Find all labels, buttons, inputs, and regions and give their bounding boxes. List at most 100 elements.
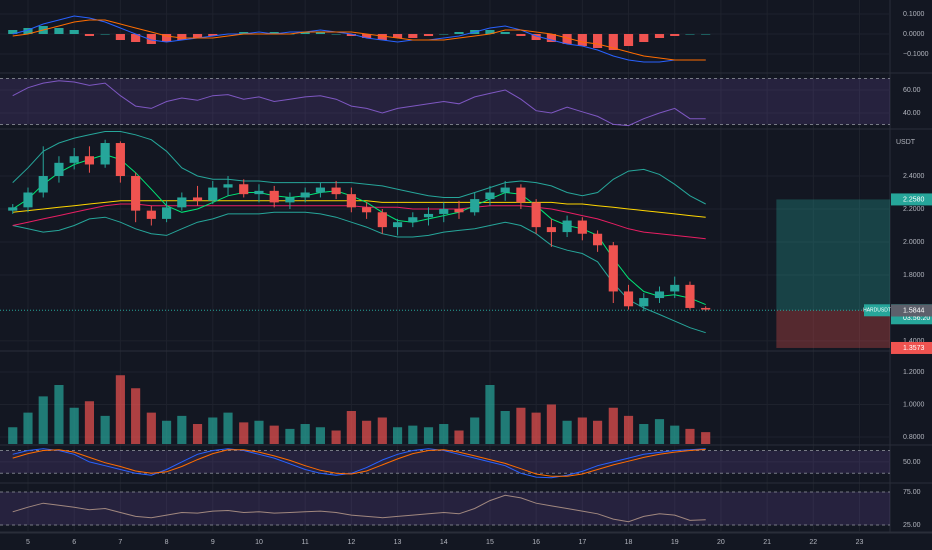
- histogram-bar: [131, 34, 141, 42]
- y-tick-label: −0.1000: [903, 51, 929, 58]
- volume-bar: [701, 432, 711, 444]
- volume-bar: [177, 415, 187, 444]
- volume-bar: [223, 412, 233, 444]
- price-label: 1.3573: [903, 345, 925, 352]
- price-tag: [891, 304, 932, 317]
- candle-body: [131, 176, 141, 211]
- candle-body: [423, 213, 434, 218]
- x-tick-label: 15: [486, 539, 494, 546]
- candle-body: [670, 284, 680, 292]
- candle-body: [654, 291, 665, 299]
- candle-body: [546, 227, 556, 233]
- candle-body: [608, 245, 618, 292]
- y-tick-label: 1.2000: [903, 369, 925, 376]
- histogram-bar: [531, 34, 541, 40]
- volume-bar: [38, 396, 48, 444]
- histogram-bar: [577, 34, 587, 46]
- volume-bar: [500, 411, 510, 444]
- histogram-bar: [377, 34, 387, 40]
- y-tick-label: 0.8000: [903, 434, 925, 441]
- y-tick-label: 0.1000: [903, 11, 925, 18]
- candle-body: [516, 187, 526, 203]
- candle-body: [84, 156, 95, 165]
- indicator-line: [12, 131, 706, 205]
- y-tick-label: 2.0000: [903, 239, 925, 246]
- volume-bar: [331, 430, 341, 444]
- volume-bar: [69, 407, 79, 444]
- histogram-bar: [23, 28, 33, 34]
- x-tick-label: 6: [72, 539, 76, 546]
- y-tick-label: 25.00: [903, 522, 921, 529]
- x-tick-label: 5: [26, 539, 30, 546]
- x-tick-label: 20: [717, 539, 725, 546]
- histogram-bar: [546, 34, 556, 42]
- candle-body: [192, 197, 203, 201]
- candle-body: [208, 187, 218, 201]
- x-tick-label: 16: [532, 539, 540, 546]
- candle-body: [408, 217, 418, 223]
- candle-body: [8, 207, 18, 211]
- volume-bar: [439, 424, 449, 444]
- volume-bar: [577, 417, 587, 444]
- position-profit: [776, 199, 890, 311]
- histogram-bar: [454, 32, 464, 34]
- candle-body: [639, 298, 649, 307]
- x-tick-label: 8: [165, 539, 169, 546]
- candle-body: [470, 199, 480, 213]
- histogram-bar: [331, 34, 341, 35]
- histogram-bar: [639, 34, 649, 42]
- histogram-bar: [162, 34, 172, 42]
- y-tick-label: 0.0000: [903, 31, 925, 38]
- price-label: 2.2580: [903, 196, 925, 203]
- candle-body: [701, 307, 711, 310]
- histogram-bar: [654, 34, 665, 38]
- candle-body: [593, 233, 603, 246]
- candle-body: [562, 220, 572, 233]
- y-tick-label: 50.00: [903, 459, 921, 466]
- histogram-bar: [516, 34, 526, 36]
- candle-body: [54, 162, 64, 177]
- candle-body: [285, 197, 295, 203]
- candle-body: [346, 194, 356, 208]
- volume-bar: [131, 388, 141, 444]
- histogram-bar: [623, 34, 634, 46]
- x-tick-label: 14: [440, 539, 448, 546]
- volume-bar: [208, 417, 218, 444]
- volume-bar: [100, 415, 110, 444]
- volume-bar: [84, 401, 95, 444]
- y-tick-label: 1.4000: [903, 338, 925, 345]
- y-tick-label: 2.4000: [903, 173, 925, 180]
- histogram-bar: [670, 34, 680, 36]
- indicator-line: [12, 448, 706, 479]
- x-tick-label: 23: [856, 539, 864, 546]
- histogram-bar: [439, 34, 449, 35]
- histogram-bar: [485, 30, 495, 34]
- candle-body: [223, 184, 233, 188]
- histogram-bar: [346, 34, 356, 36]
- indicator-line: [12, 80, 706, 127]
- candle-body: [239, 184, 249, 195]
- volume-bar: [285, 428, 295, 444]
- volume-bar: [454, 430, 464, 444]
- candle-body: [146, 210, 156, 219]
- candle-body: [100, 143, 110, 165]
- y-tick-label: 60.00: [903, 87, 921, 94]
- indicator-line: [12, 200, 706, 218]
- histogram-bar: [84, 34, 95, 36]
- histogram-bar: [208, 34, 218, 36]
- volume-bar: [254, 420, 264, 444]
- histogram-bar: [392, 34, 403, 38]
- y-tick-label: 2.2000: [903, 206, 925, 213]
- volume-bar: [546, 404, 556, 444]
- symbol-label: HARDUSDT: [863, 308, 891, 314]
- volume-bar: [23, 412, 33, 444]
- y-tick-label: 1.0000: [903, 401, 925, 408]
- volume-bar: [162, 420, 172, 444]
- volume-bar: [269, 425, 279, 444]
- candle-body: [500, 187, 510, 193]
- volume-bar: [408, 425, 418, 444]
- histogram-bar: [562, 34, 572, 44]
- histogram-bar: [146, 34, 156, 44]
- volume-bar: [485, 384, 495, 444]
